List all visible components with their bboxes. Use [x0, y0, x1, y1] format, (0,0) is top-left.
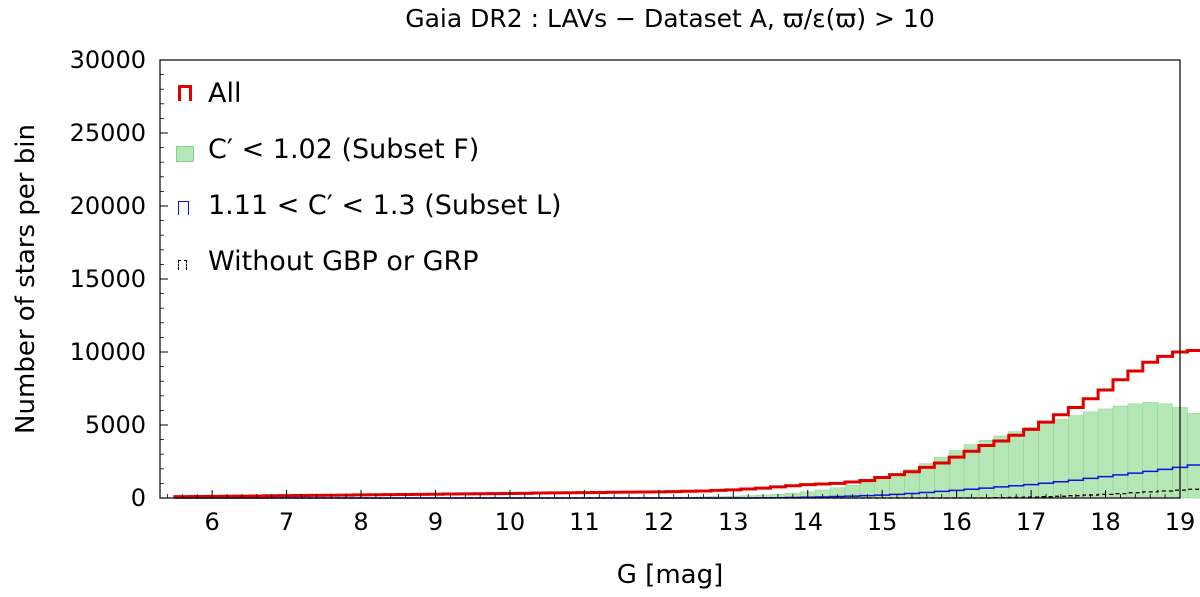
x-tick-label: 7 — [279, 508, 294, 536]
y-axis-label: Number of stars per bin — [11, 124, 41, 434]
x-tick-label: 16 — [941, 508, 972, 536]
x-tick-label: 15 — [867, 508, 898, 536]
legend-swatch-all — [178, 85, 192, 101]
subset-f-bar — [978, 440, 995, 499]
y-tick-label: 20000 — [70, 192, 146, 220]
subset-f-bar — [1112, 405, 1129, 499]
subset-f-bar — [1068, 415, 1084, 499]
x-axis-label: G [mag] — [616, 560, 724, 590]
legend-swatch-without-gbp-grp — [178, 260, 187, 270]
legend-label-all: All — [208, 78, 242, 109]
subset-f-bar — [1187, 413, 1200, 499]
x-tick-label: 13 — [718, 508, 749, 536]
legend-label-subset-f: C′ < 1.02 (Subset F) — [208, 134, 480, 165]
subset-f-bar — [1053, 418, 1069, 499]
legend-swatch-subset-l — [178, 201, 189, 215]
y-tick-label: 0 — [131, 484, 146, 512]
y-tick-label: 15000 — [70, 265, 146, 293]
subset-f-bar — [1097, 408, 1114, 499]
subset-f-bar — [1038, 422, 1054, 499]
subset-f-bar — [1127, 403, 1144, 499]
legend-label-subset-l: 1.11 < C′ < 1.3 (Subset L) — [208, 190, 562, 221]
x-tick-label: 18 — [1090, 508, 1121, 536]
subset-f-bar — [1082, 411, 1099, 499]
x-tick-label: 19 — [1165, 508, 1196, 536]
subset-f-bar — [1023, 426, 1039, 499]
x-tick-label: 11 — [569, 508, 600, 536]
x-tick-label: 9 — [428, 508, 443, 536]
x-tick-label: 17 — [1016, 508, 1047, 536]
chart-title: Gaia DR2 : LAVs − Dataset A, ϖ/ε(ϖ) > 10 — [405, 4, 935, 33]
subset-f-bar — [1008, 431, 1024, 499]
subset-f-bar — [1142, 402, 1158, 499]
y-tick-label: 10000 — [70, 338, 146, 366]
legend-label-without-gbp-grp: Without GBP or GRP — [208, 246, 479, 277]
y-tick-label: 25000 — [70, 119, 146, 147]
x-tick-label: 6 — [204, 508, 219, 536]
x-tick-label: 12 — [644, 508, 675, 536]
y-tick-label: 5000 — [85, 411, 146, 439]
legend-swatch-subset-f — [176, 146, 194, 162]
y-tick-label: 30000 — [70, 46, 146, 74]
subset-f-bar — [1157, 403, 1173, 499]
all-line — [173, 349, 1200, 499]
x-tick-label: 8 — [353, 508, 368, 536]
x-tick-label: 10 — [495, 508, 526, 536]
x-tick-label: 14 — [792, 508, 823, 536]
subset-f-bar — [993, 435, 1010, 499]
